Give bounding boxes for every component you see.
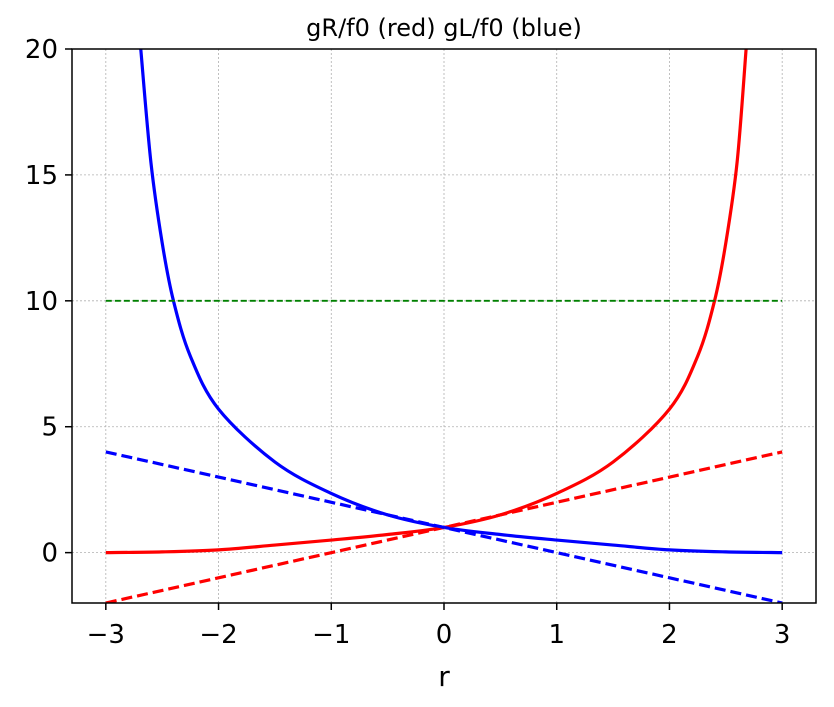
series-group (105, 49, 783, 603)
y-tick-label: 10 (25, 287, 58, 317)
x-tick-label: −2 (199, 620, 237, 650)
y-tick-label: 0 (41, 539, 58, 569)
chart-title: gR/f0 (red) gL/f0 (blue) (306, 14, 582, 42)
x-tick-label: −1 (312, 620, 350, 650)
tick-group: −3 −2 −1 0 1 2 3 0 5 10 15 20 (25, 35, 791, 650)
series-line (139, 49, 783, 555)
x-tick-label: 1 (548, 620, 565, 650)
y-tick-label: 15 (25, 161, 58, 191)
grid (72, 48, 816, 603)
y-tick-label: 5 (41, 413, 58, 443)
y-tick-label: 20 (25, 35, 58, 65)
x-axis-label: r (438, 660, 450, 693)
x-tick-label: 2 (661, 620, 678, 650)
x-tick-label: 3 (774, 620, 791, 650)
series-line (105, 49, 748, 555)
x-tick-label: 0 (436, 620, 453, 650)
series-dashed-line (105, 450, 783, 603)
x-tick-label: −3 (87, 620, 125, 650)
